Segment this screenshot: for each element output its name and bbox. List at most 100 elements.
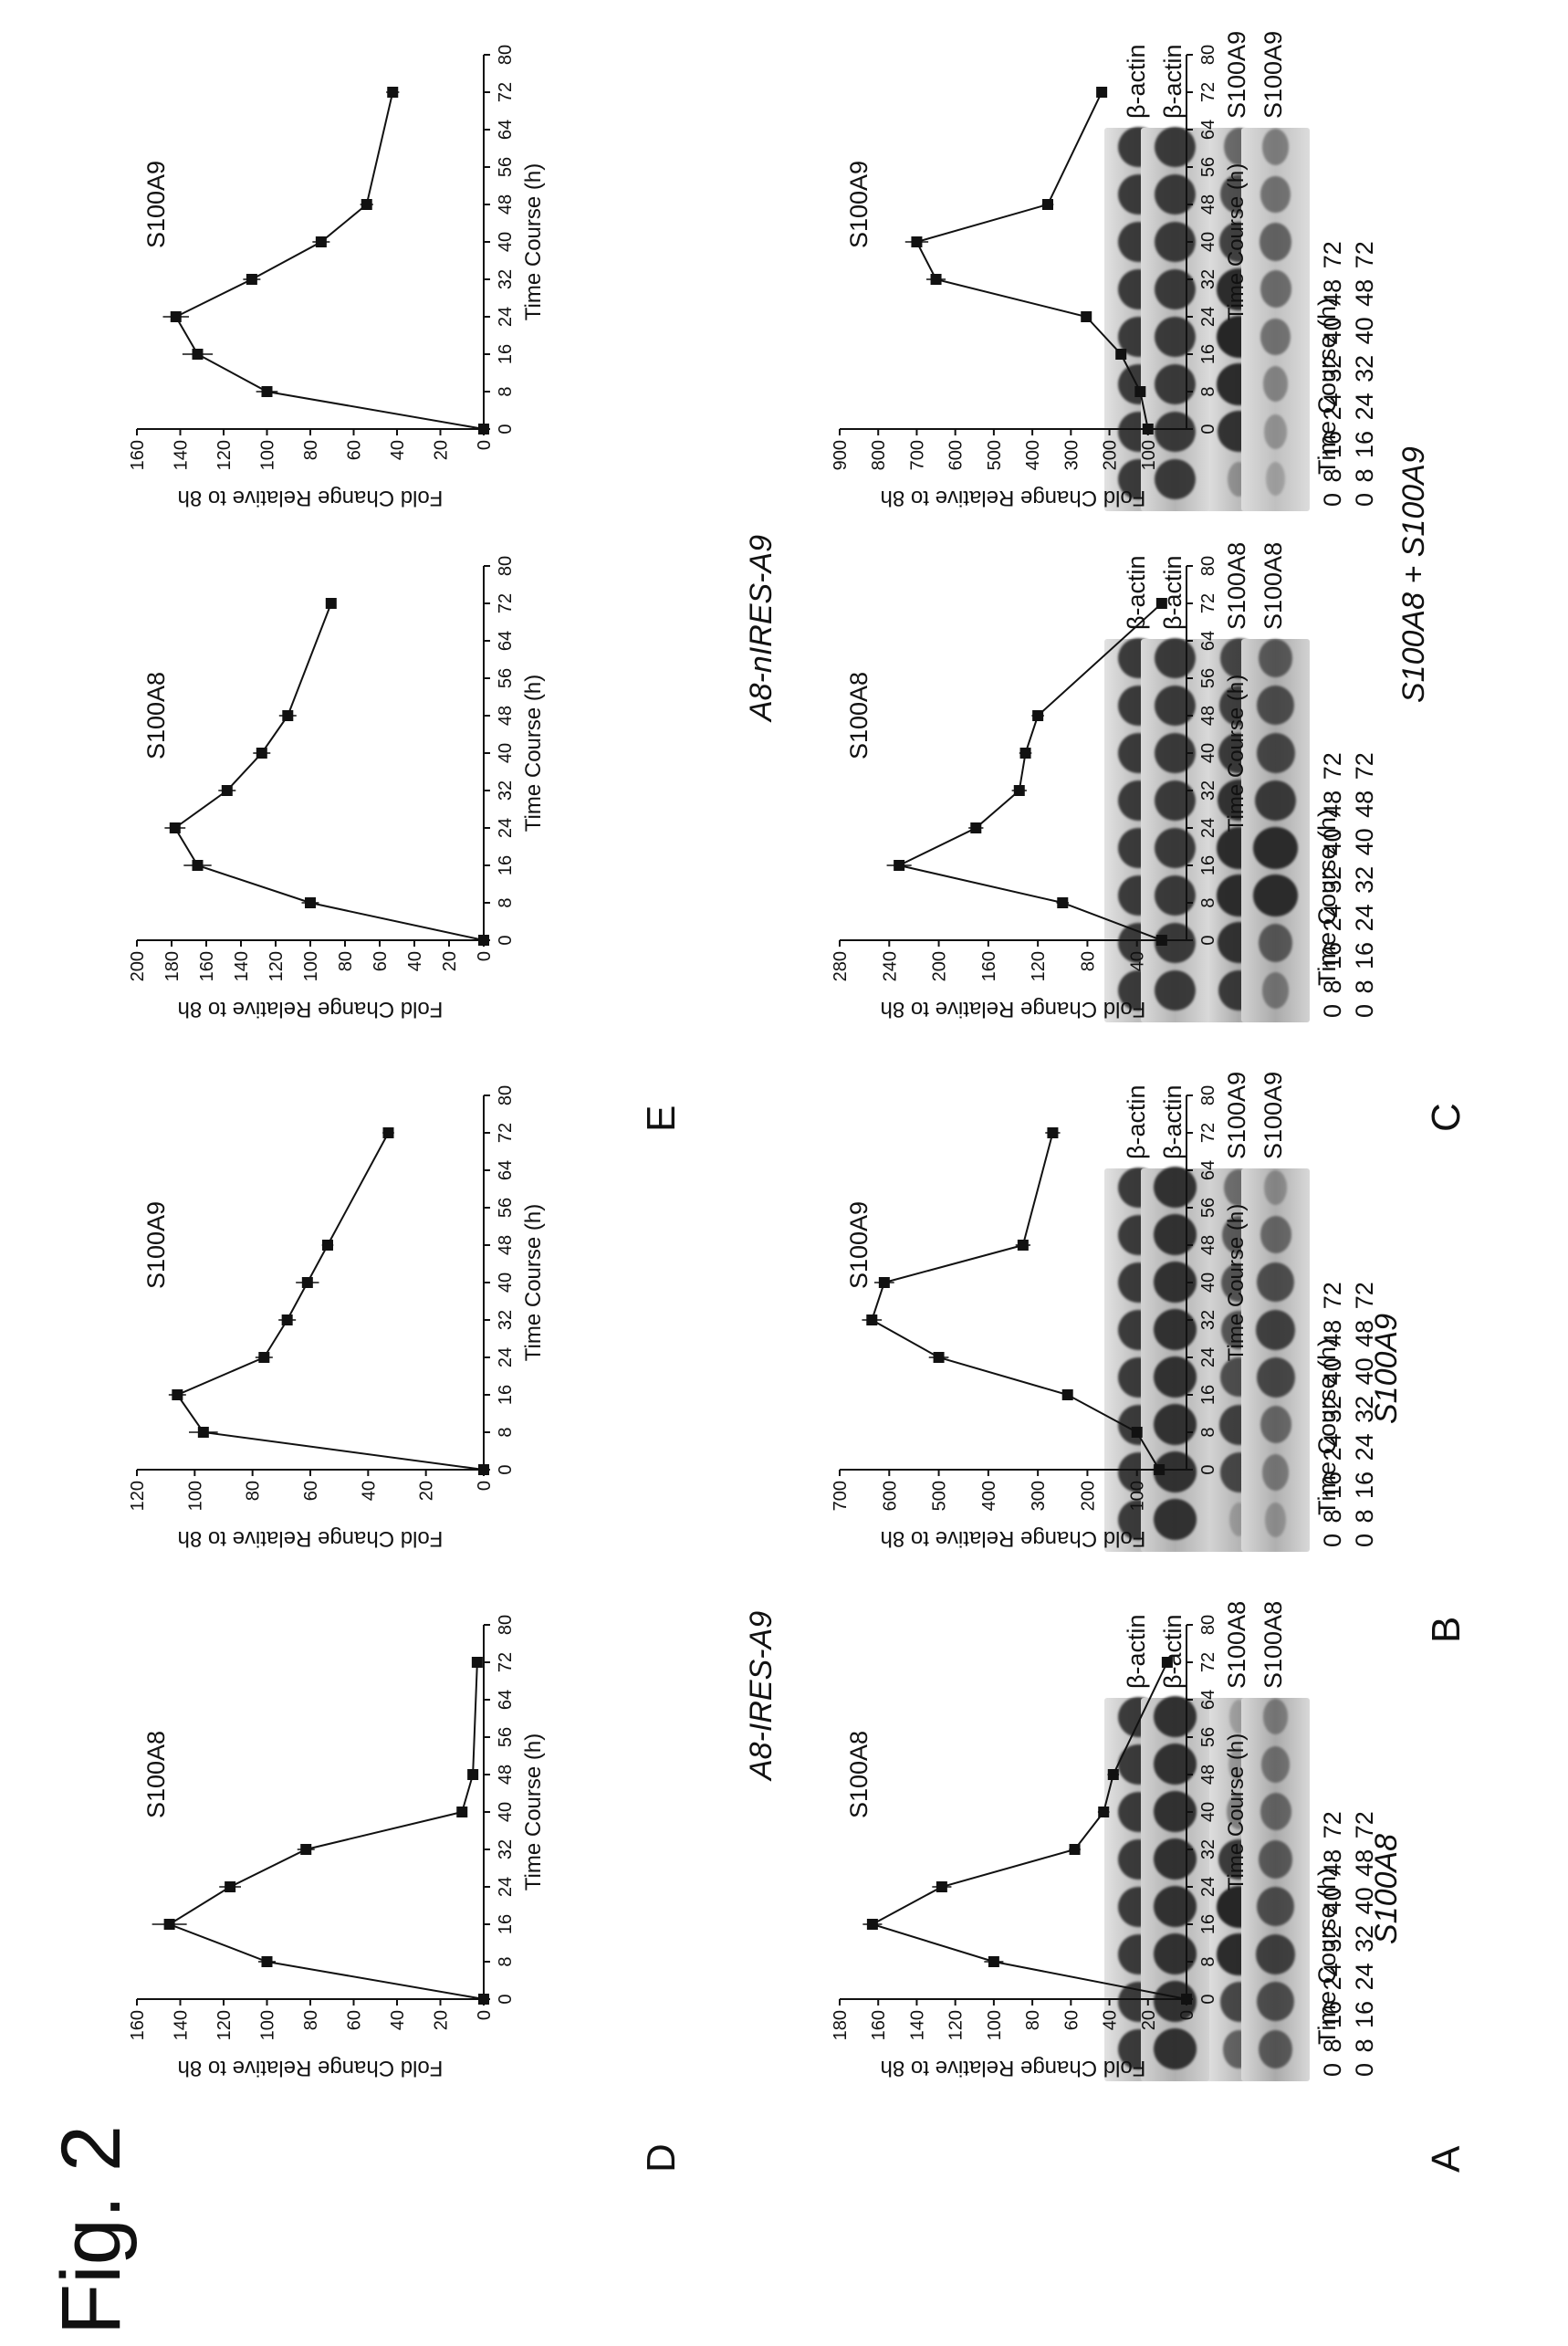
data-point	[197, 1427, 209, 1438]
blot-band	[1260, 318, 1291, 356]
y-tick-label: 120	[1029, 951, 1049, 981]
x-tick-label: 24	[1198, 1347, 1218, 1367]
western-blot-strip	[1241, 1698, 1310, 2081]
x-tick-label: 64	[1198, 120, 1218, 140]
y-axis-label: Fold Change Relative to 8h	[881, 2056, 1146, 2080]
chart-title: S100A8	[845, 1731, 873, 1818]
x-tick-label: 24	[496, 818, 516, 838]
x-tick-label: 64	[1198, 1160, 1218, 1180]
x-tick-label: 80	[1198, 45, 1218, 65]
data-point	[225, 1881, 236, 1892]
x-tick-label: 48	[1198, 706, 1218, 726]
y-tick-label: 160	[979, 951, 999, 981]
blot-band	[1255, 1934, 1296, 1974]
x-tick-label: 32	[496, 269, 516, 289]
x-tick-label: 24	[496, 1347, 516, 1367]
y-axis-label: Fold Change Relative to 8h	[178, 486, 444, 510]
data-point	[322, 1240, 333, 1251]
blot-band	[1260, 270, 1291, 309]
y-axis-label: Fold Change Relative to 8h	[881, 1526, 1146, 1551]
y-tick-label: 400	[1023, 440, 1043, 470]
line-chart: 0 8 16 24 32 40 48 56 64 72 80 0 20 40 60 80 100 120 Time …	[128, 1085, 546, 1551]
data-point	[1142, 424, 1154, 435]
y-axis-label: Fold Change Relative to 8h	[178, 1526, 444, 1551]
x-tick-label: 32	[1198, 269, 1218, 289]
x-tick-label: 72	[1198, 1123, 1218, 1143]
x-tick-label: 80	[1198, 1615, 1218, 1635]
data-point	[221, 785, 233, 796]
data-point	[1154, 1464, 1166, 1475]
data-point	[1061, 1389, 1073, 1400]
chart-title: S100A9	[142, 161, 170, 248]
panel-title: S100A8 + S100A9	[1396, 446, 1431, 703]
time-point-labels: 0 8 16 24 32 40 48 72	[1351, 752, 1378, 1018]
data-point	[478, 1464, 489, 1475]
data-point	[1115, 349, 1127, 360]
x-tick-label: 8	[1198, 897, 1218, 907]
x-tick-label: 40	[1198, 1272, 1218, 1293]
x-tick-label: 16	[496, 1914, 516, 1934]
y-tick-label: 100	[985, 2010, 1005, 2040]
y-tick-label: 600	[880, 1481, 900, 1511]
data-point	[894, 860, 905, 871]
line-chart: 0 8 16 24 32 40 48 56 64 72 80 0 20 40 60 80 100 120 140 16…	[128, 556, 546, 1021]
data-point	[281, 1314, 293, 1325]
y-tick-label: 140	[907, 2010, 927, 2040]
chart-title: S100A9	[845, 1201, 873, 1289]
blot-band	[1261, 972, 1290, 1009]
data-point	[192, 860, 204, 871]
time-course-header: Time Course (h)	[1313, 1867, 1341, 2045]
x-tick-label: 24	[1198, 1877, 1218, 1897]
x-tick-label: 48	[496, 1235, 516, 1255]
x-tick-label: 16	[1198, 1385, 1218, 1405]
data-point	[1042, 199, 1053, 210]
series-line	[896, 602, 1163, 941]
y-tick-label: 200	[1078, 1481, 1098, 1511]
blot-band	[1260, 1216, 1291, 1254]
x-tick-label: 24	[496, 307, 516, 327]
data-point	[1161, 1657, 1173, 1668]
y-tick-label: 20	[417, 1481, 437, 1501]
x-tick-label: 48	[496, 706, 516, 726]
data-point	[911, 236, 923, 247]
y-tick-label: 80	[336, 951, 356, 971]
blot-band	[1258, 2030, 1293, 2068]
x-axis-label: Time Course (h)	[521, 675, 546, 832]
data-point	[878, 1277, 890, 1288]
data-point	[1013, 785, 1025, 796]
x-tick-label: 72	[1198, 82, 1218, 102]
y-tick-label: 900	[831, 440, 851, 470]
y-tick-label: 800	[869, 440, 889, 470]
y-tick-label: 80	[244, 1481, 264, 1501]
y-tick-label: 0	[475, 2010, 495, 2020]
x-tick-label: 16	[496, 344, 516, 364]
x-axis-label: Time Course (h)	[1224, 163, 1249, 320]
x-tick-label: 56	[496, 1198, 516, 1218]
line-chart: 0 8 16 24 32 40 48 56 64 72 80 0 20 40 60 80 100 120 140 16…	[128, 45, 546, 510]
data-point	[169, 822, 181, 833]
x-tick-label: 16	[496, 855, 516, 875]
x-tick-label: 80	[496, 556, 516, 576]
x-tick-label: 0	[1198, 935, 1218, 945]
data-point	[258, 1352, 270, 1363]
y-tick-label: 40	[359, 1481, 379, 1501]
x-tick-label: 80	[1198, 556, 1218, 576]
x-tick-label: 56	[1198, 157, 1218, 177]
blot-band	[1258, 639, 1293, 677]
y-tick-label: 300	[1029, 1481, 1049, 1511]
blot-band	[1260, 175, 1291, 214]
blot-band	[1256, 1357, 1295, 1398]
data-point	[261, 386, 273, 397]
blot-band	[1257, 1262, 1294, 1303]
data-point	[315, 236, 327, 247]
x-tick-label: 72	[496, 593, 516, 613]
y-tick-label: 200	[128, 951, 148, 981]
data-point	[930, 274, 942, 285]
blot-band	[1261, 1454, 1290, 1491]
y-tick-label: 0	[475, 440, 495, 450]
data-point	[1107, 1769, 1119, 1780]
data-point	[936, 1881, 947, 1892]
y-tick-label: 240	[880, 951, 900, 981]
y-axis-label: Fold Change Relative to 8h	[881, 997, 1146, 1021]
data-point	[325, 598, 337, 609]
